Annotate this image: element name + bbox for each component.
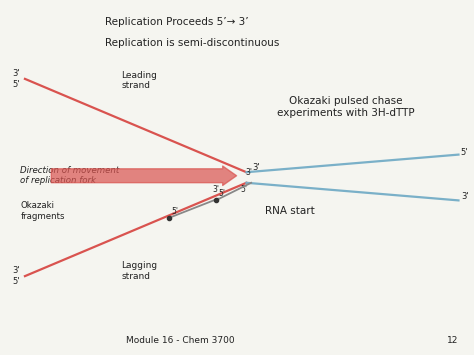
- Text: 5': 5': [241, 185, 247, 195]
- Text: 5': 5': [171, 207, 178, 216]
- Text: Leading
strand: Leading strand: [121, 71, 157, 90]
- Text: Lagging
strand: Lagging strand: [121, 261, 158, 280]
- Text: 12: 12: [447, 336, 458, 345]
- Text: 3': 3': [212, 185, 219, 195]
- Text: Module 16 - Chem 3700: Module 16 - Chem 3700: [126, 336, 235, 345]
- Text: 3': 3': [461, 192, 468, 201]
- Text: Okazaki
fragments: Okazaki fragments: [20, 201, 65, 221]
- Text: 5': 5': [219, 189, 226, 198]
- Text: Replication Proceeds 5’→ 3’: Replication Proceeds 5’→ 3’: [105, 17, 249, 27]
- Text: Okazaki pulsed chase
experiments with 3H-dTTP: Okazaki pulsed chase experiments with 3H…: [276, 97, 414, 118]
- FancyArrowPatch shape: [51, 166, 237, 185]
- Text: RNA start: RNA start: [265, 206, 315, 216]
- Text: 5': 5': [13, 80, 20, 89]
- Text: 3': 3': [13, 266, 20, 275]
- Text: 3': 3': [245, 168, 252, 177]
- Text: Replication is semi-discontinuous: Replication is semi-discontinuous: [105, 38, 280, 48]
- Text: 5': 5': [461, 148, 468, 157]
- Text: 5': 5': [13, 277, 20, 286]
- Text: 3': 3': [13, 69, 20, 78]
- Text: Direction of movement
of replication fork: Direction of movement of replication for…: [20, 166, 119, 185]
- Text: 3': 3': [252, 163, 260, 172]
